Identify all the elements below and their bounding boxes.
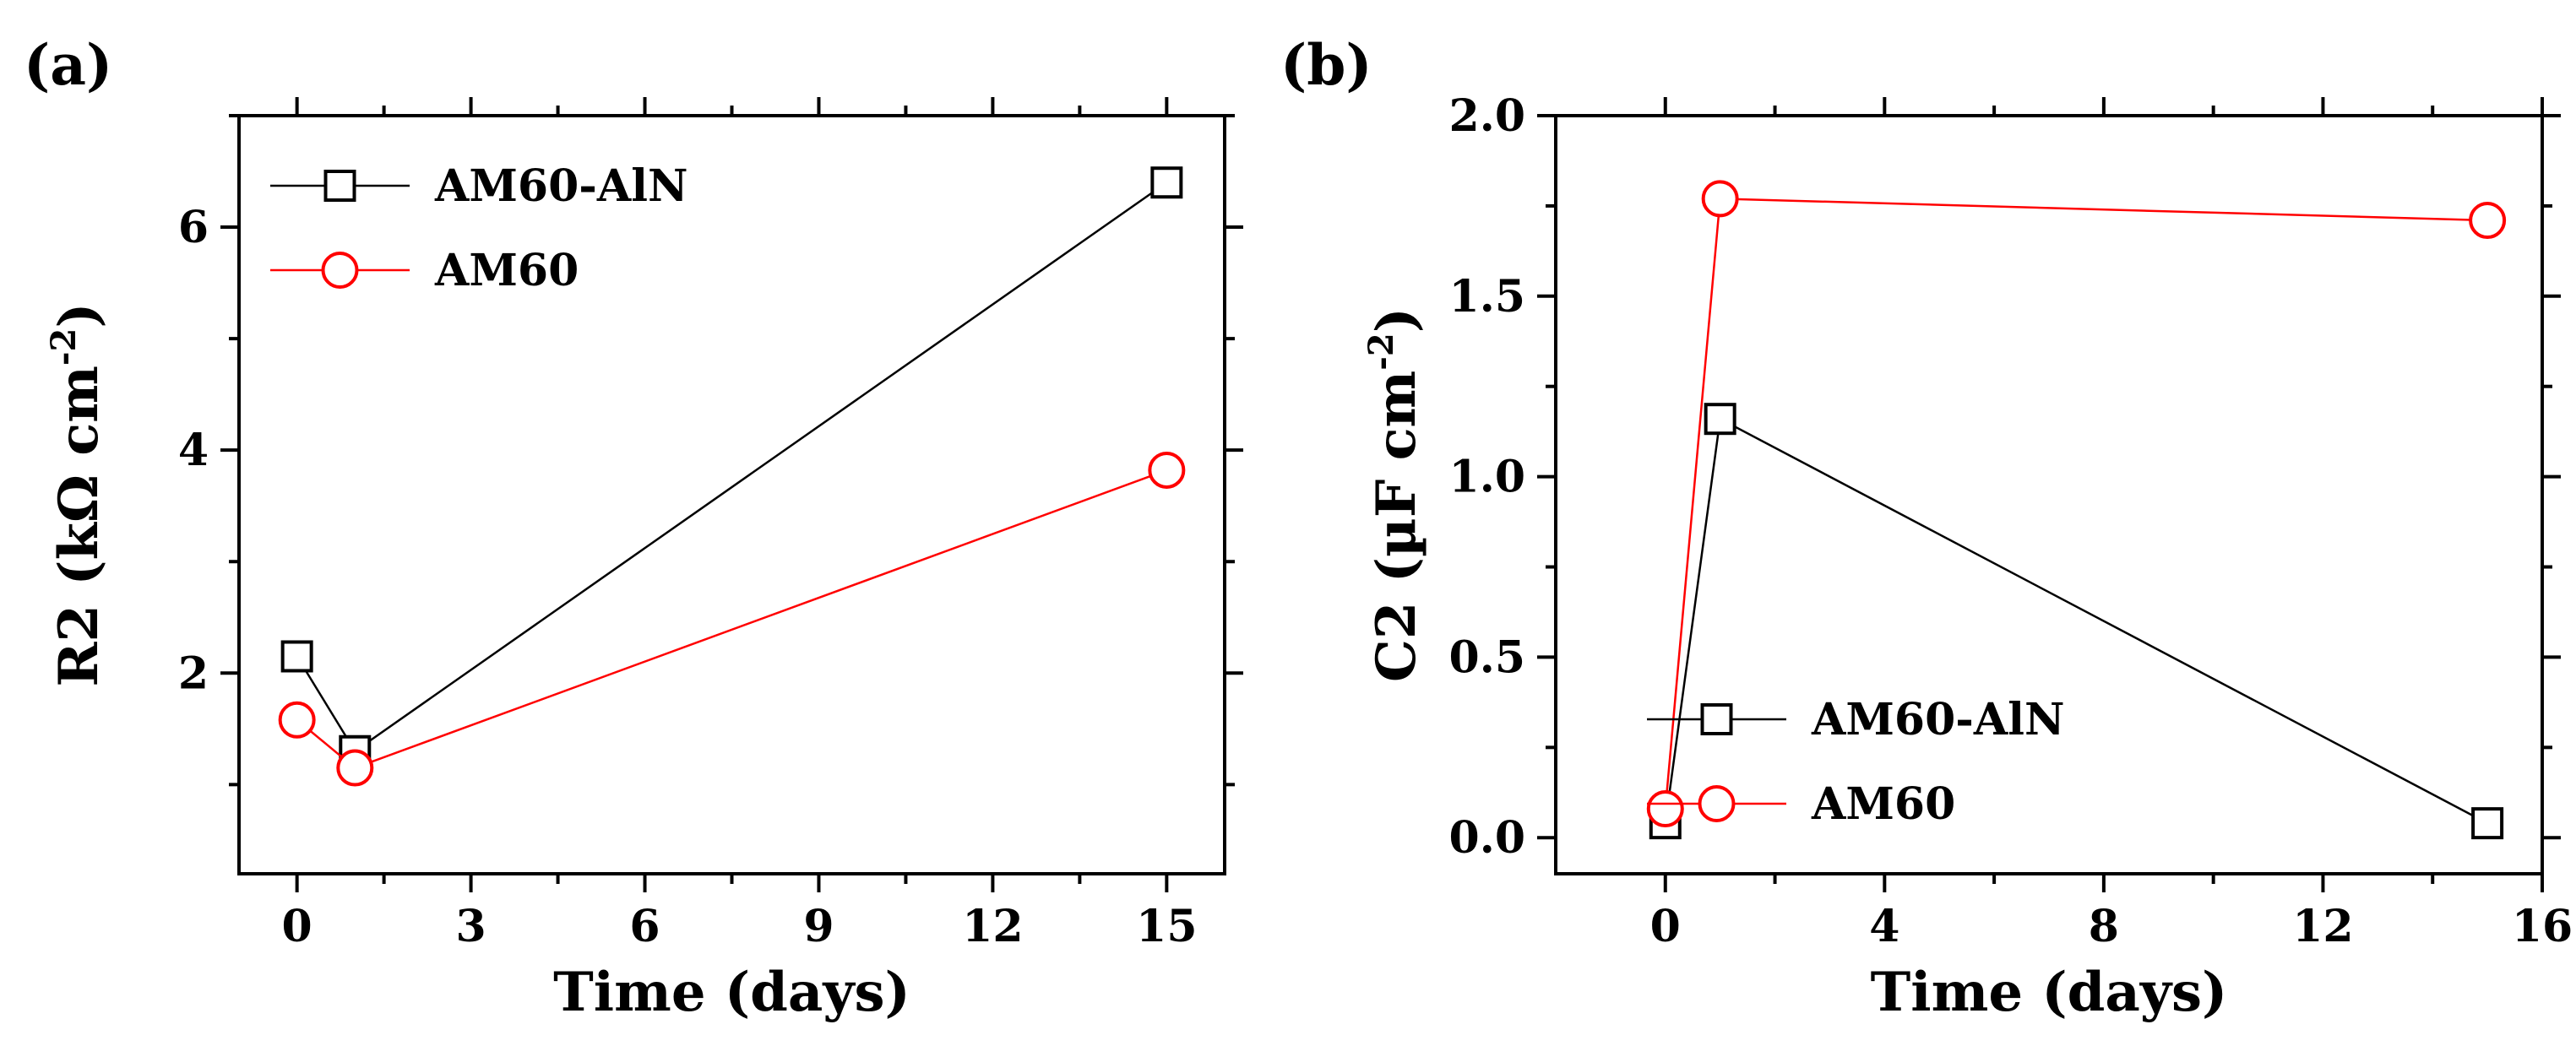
x-tick-label: 4	[1869, 901, 1899, 952]
data-point	[1646, 790, 1684, 828]
legend-marker	[323, 170, 356, 202]
panel-letter: (b)	[1280, 32, 1372, 98]
series-line	[296, 469, 1167, 769]
data-point	[1704, 403, 1736, 436]
series-am60	[1646, 180, 2507, 828]
data-point	[1701, 180, 1739, 218]
x-tick-label: 0	[1650, 901, 1681, 952]
legend-entry: AM60-AlN	[1647, 694, 2064, 745]
data-point	[1148, 451, 1186, 489]
x-tick-label: 15	[1136, 901, 1197, 952]
legend-label: AM60-AlN	[434, 160, 687, 212]
legend-marker	[321, 252, 359, 289]
panel-letter: (a)	[24, 32, 112, 98]
y-tick-label: 0.0	[1449, 812, 1525, 864]
data-point	[2471, 807, 2504, 840]
x-tick-label: 12	[2292, 901, 2353, 952]
plot-frame	[1554, 114, 2544, 875]
series-am60-aln	[1649, 403, 2504, 840]
x-tick-label: 12	[962, 901, 1023, 952]
x-tick-label: 3	[455, 901, 486, 952]
y-tick-label: 4	[178, 425, 209, 476]
series-am60	[278, 451, 1186, 787]
data-point	[336, 749, 374, 787]
plot-frame	[237, 114, 1226, 875]
x-axis-label: Time (days)	[1871, 961, 2228, 1024]
y-tick-label: 2.0	[1449, 90, 1525, 142]
x-tick-label: 16	[2512, 901, 2573, 952]
y-tick-label: 2	[178, 648, 209, 699]
x-tick-label: 8	[2089, 901, 2119, 952]
x-tick-label: 0	[282, 901, 312, 952]
legend-entry: AM60	[1647, 778, 1955, 830]
panel-a: (a) 0 3 6 9 12 15 2 4 6 Time (days) R2 (kΩ cm-2) AM6…	[24, 32, 1243, 1024]
legend-label: AM60	[434, 245, 579, 296]
legend-entry: AM60	[270, 245, 579, 296]
data-point	[2469, 202, 2507, 240]
y-tick-label: 1.0	[1449, 452, 1525, 503]
y-tick-label: 0.5	[1449, 631, 1525, 683]
x-tick-label: 9	[803, 901, 834, 952]
y-tick-label: 6	[178, 202, 209, 253]
series-line	[296, 182, 1168, 753]
data-point	[1150, 166, 1183, 199]
legend-marker	[1698, 785, 1736, 822]
series-am60-aln	[280, 166, 1183, 767]
y-axis-label: C2 (µF cm-2)	[1361, 307, 1428, 682]
panel-b: (b) 0 4 8 12 16 0.0 0.5 1.0 1.5 2.0 Time (days) C2 (…	[1280, 32, 2573, 1024]
x-axis-label: Time (days)	[553, 961, 910, 1024]
legend-label: AM60-AlN	[1811, 694, 2064, 745]
legend-entry: AM60-AlN	[270, 160, 687, 212]
legend: AM60-AlN AM60	[270, 160, 687, 296]
legend: AM60-AlN AM60	[1647, 694, 2064, 830]
data-point	[278, 701, 316, 739]
series-line	[1664, 417, 2488, 825]
data-point	[280, 640, 313, 673]
x-tick-label: 6	[629, 901, 660, 952]
y-axis-label: R2 (kΩ cm-2)	[44, 302, 111, 686]
y-tick-label: 1.5	[1449, 271, 1525, 322]
legend-label: AM60	[1811, 778, 1955, 830]
series-line	[1664, 198, 2488, 810]
legend-marker	[1700, 703, 1733, 735]
